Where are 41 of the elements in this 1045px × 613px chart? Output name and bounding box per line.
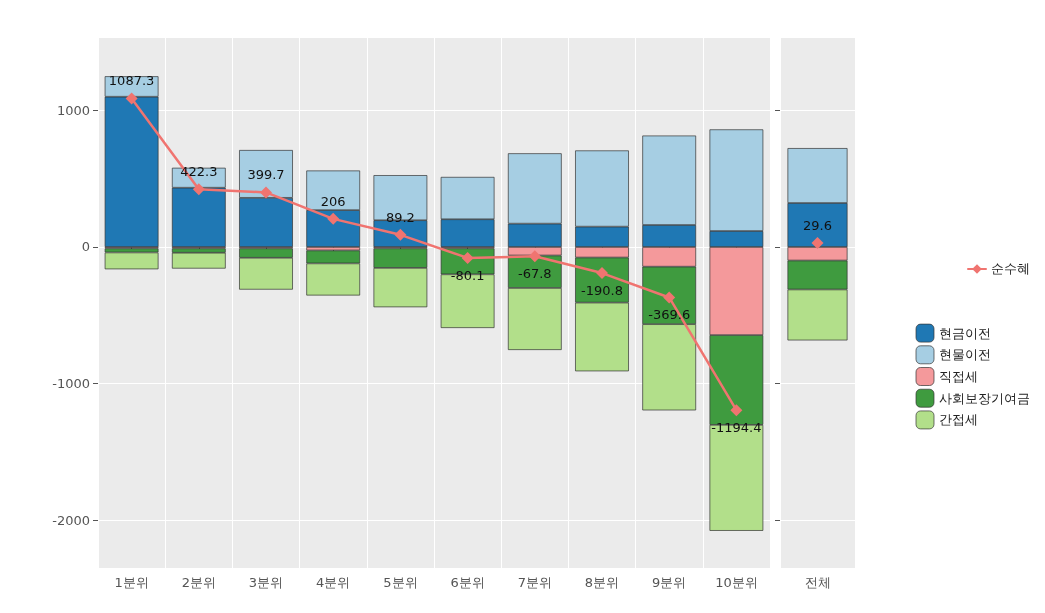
- x-tick-label: 9분위: [652, 575, 687, 590]
- x-tick-label: 전체: [804, 575, 831, 590]
- point: [730, 404, 743, 417]
- y-tick-label: 0: [81, 239, 90, 255]
- point: [596, 267, 608, 280]
- data-label: -1194.4: [711, 420, 762, 436]
- legend-label: 현금이전: [939, 325, 991, 341]
- legend-label: 간접세: [939, 412, 978, 428]
- x-tick-label: 8분위: [584, 575, 620, 590]
- data-label: 29.6: [803, 217, 832, 233]
- y-tick-label: -2000: [52, 512, 90, 528]
- legend-label: 사회보장기여금: [939, 390, 1030, 406]
- x-tick-label: 4분위: [316, 575, 351, 590]
- point: [663, 291, 676, 304]
- point: [394, 228, 407, 241]
- point: [192, 183, 205, 196]
- x-tick-label: 7분위: [517, 575, 552, 590]
- data-label: -67.8: [517, 266, 552, 282]
- y-tick-label: -1000: [52, 376, 90, 392]
- data-label: 422.3: [180, 164, 218, 180]
- x-tick-label: 2분위: [181, 575, 216, 590]
- legend-label: 순수혜: [991, 261, 1030, 277]
- data-label: 399.7: [247, 167, 285, 183]
- point: [327, 212, 340, 225]
- data-label: 1087.3: [108, 73, 155, 89]
- bar: [104, 252, 159, 270]
- x-tick-label: 3분위: [248, 575, 284, 590]
- point: [125, 92, 138, 105]
- data-label: -190.8: [581, 283, 623, 299]
- bar: [171, 252, 226, 269]
- x-tick-label: 1분위: [114, 575, 149, 590]
- legend-label: 직접세: [939, 369, 978, 385]
- point: [260, 186, 272, 199]
- x-tick-label: 6분위: [450, 575, 485, 590]
- point: [528, 250, 541, 263]
- legend-label: 현물이전: [939, 347, 991, 363]
- y-tick-label: 1000: [56, 102, 90, 118]
- point: [461, 251, 474, 264]
- data-label: 206: [320, 193, 346, 209]
- x-tick-label: 10분위: [715, 575, 758, 590]
- x-tick-label: 5분위: [383, 575, 418, 590]
